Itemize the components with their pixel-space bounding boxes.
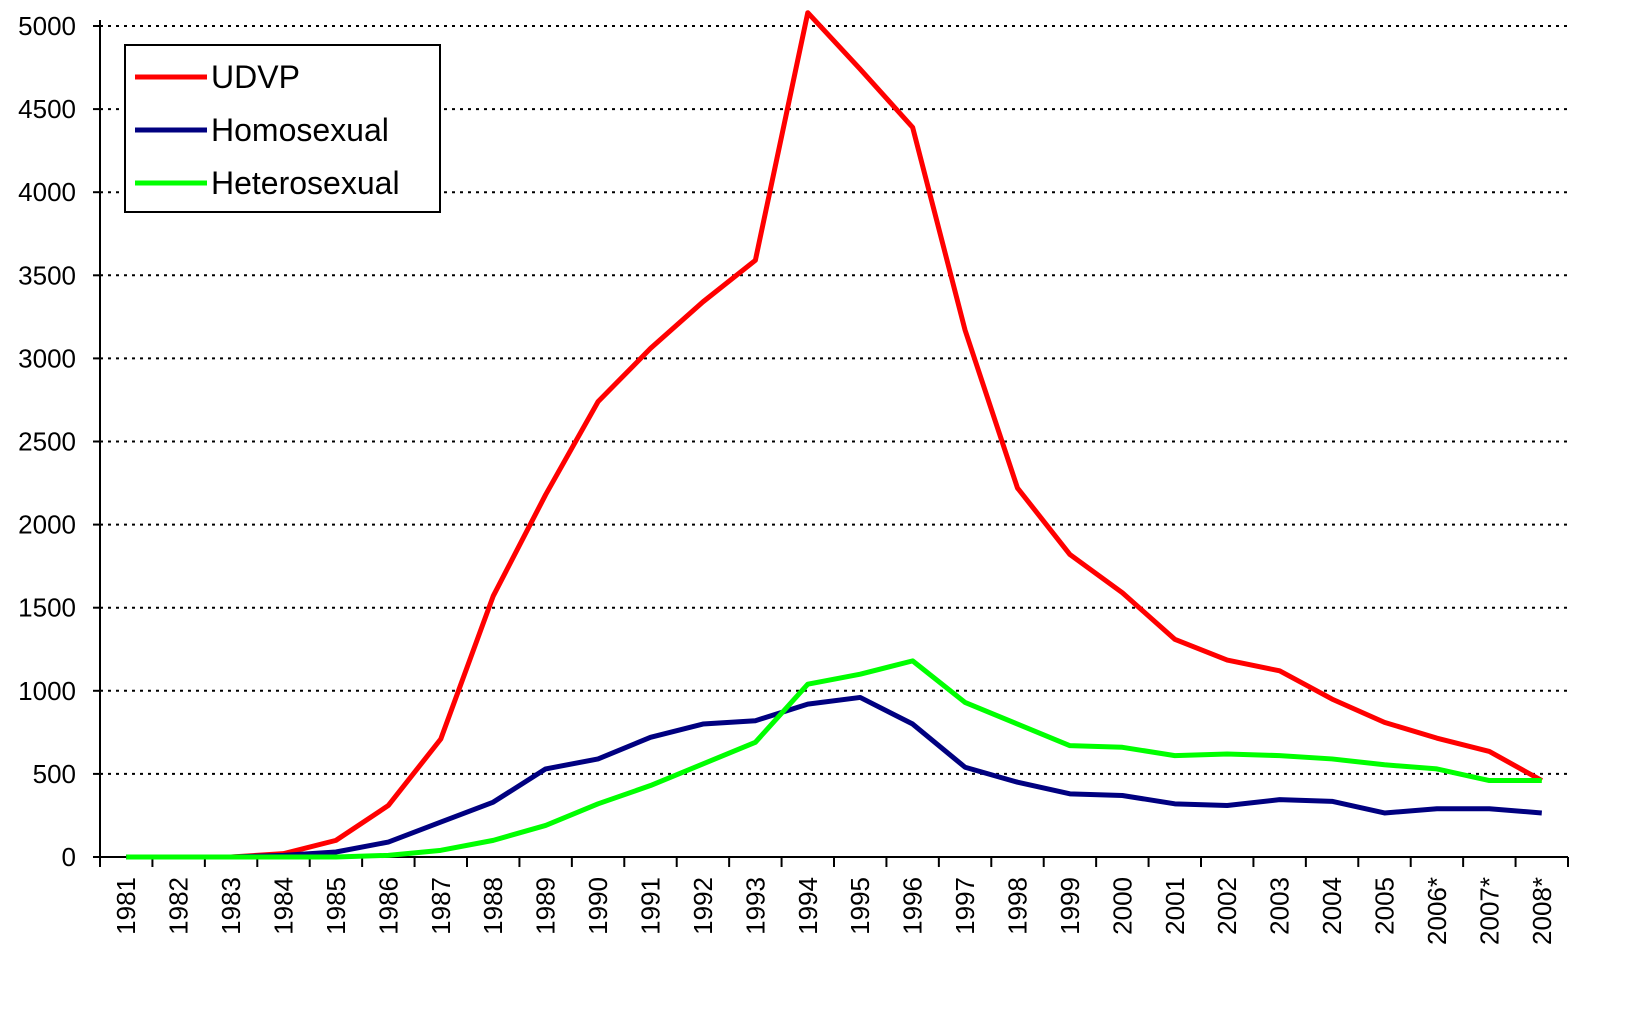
y-tick-label: 5000: [18, 11, 76, 41]
x-tick-label: 1988: [478, 877, 508, 935]
x-tick-label: 1998: [1003, 877, 1033, 935]
x-tick-label: 1984: [269, 877, 299, 935]
x-tick-label: 2005: [1370, 877, 1400, 935]
x-tick-label: 1989: [531, 877, 561, 935]
x-tick-label: 2000: [1107, 877, 1137, 935]
x-tick-label: 1986: [373, 877, 403, 935]
x-tick-label: 1987: [426, 877, 456, 935]
x-tick-label: 2002: [1212, 877, 1242, 935]
x-tick-label: 1999: [1055, 877, 1085, 935]
y-tick-label: 2500: [18, 427, 76, 457]
data-line: [126, 694, 1542, 860]
legend-label: UDVP: [211, 59, 300, 95]
y-tick-label: 4000: [18, 177, 76, 207]
legend-label: Heterosexual: [211, 165, 400, 201]
y-tick-label: 3000: [18, 343, 76, 373]
y-tick-label: 500: [33, 759, 76, 789]
y-tick-label: 0: [62, 842, 76, 872]
x-tick-label: 1983: [216, 877, 246, 935]
y-tick-label: 1000: [18, 676, 76, 706]
x-tick-label: 1993: [740, 877, 770, 935]
data-line: [126, 10, 1544, 860]
y-tick-label: 2000: [18, 510, 76, 540]
x-tick-label: 1990: [583, 877, 613, 935]
x-tick-label: 1997: [950, 877, 980, 935]
x-tick-label: 2003: [1265, 877, 1295, 935]
x-tick-label: 1994: [793, 877, 823, 935]
x-tick-label: 2008*: [1527, 877, 1557, 945]
y-tick-label: 3500: [18, 260, 76, 290]
x-tick-label: 1982: [164, 877, 194, 935]
x-tick-label: 2007*: [1474, 877, 1504, 945]
data-line: [126, 658, 1542, 860]
x-tick-label: 2006*: [1422, 877, 1452, 945]
x-tick-label: 1995: [845, 877, 875, 935]
x-tick-label: 2001: [1160, 877, 1190, 935]
x-tick-label: 2004: [1317, 877, 1347, 935]
y-tick-label: 1500: [18, 593, 76, 623]
x-tick-label: 1991: [636, 877, 666, 935]
x-tick-label: 1981: [111, 877, 141, 935]
x-tick-label: 1985: [321, 877, 351, 935]
x-tick-label: 1992: [688, 877, 718, 935]
x-tick-label: 1996: [898, 877, 928, 935]
y-tick-label: 4500: [18, 94, 76, 124]
legend-label: Homosexual: [211, 112, 389, 148]
